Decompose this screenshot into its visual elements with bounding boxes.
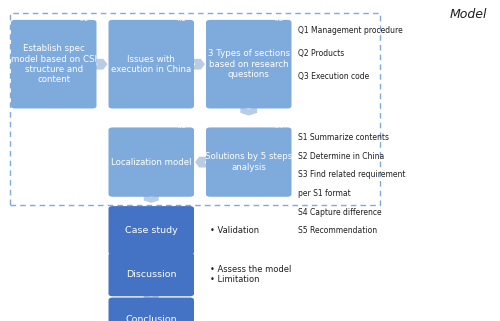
FancyBboxPatch shape	[108, 253, 194, 296]
Text: Issues with
execution in China: Issues with execution in China	[111, 55, 192, 74]
Polygon shape	[144, 294, 159, 302]
FancyBboxPatch shape	[11, 20, 96, 108]
Polygon shape	[191, 59, 205, 70]
Text: Solutions by 5 steps
analysis: Solutions by 5 steps analysis	[205, 152, 292, 172]
Polygon shape	[144, 253, 159, 261]
Text: Model: Model	[450, 8, 488, 21]
Polygon shape	[144, 195, 159, 203]
FancyBboxPatch shape	[206, 20, 292, 108]
Text: Localization model: Localization model	[111, 158, 192, 167]
Text: S3 Find related requirement: S3 Find related requirement	[298, 170, 405, 179]
FancyBboxPatch shape	[108, 206, 194, 255]
Text: 4.1: 4.1	[78, 15, 89, 22]
FancyBboxPatch shape	[206, 127, 292, 197]
Text: • Assess the model
• Limitation: • Assess the model • Limitation	[210, 265, 292, 284]
Text: Q1 Management procedure: Q1 Management procedure	[298, 26, 402, 35]
Text: S5 Recommendation: S5 Recommendation	[298, 226, 376, 235]
FancyBboxPatch shape	[108, 127, 194, 197]
FancyBboxPatch shape	[108, 298, 194, 321]
Text: per S1 format: per S1 format	[298, 189, 350, 198]
Text: Discussion: Discussion	[126, 270, 176, 279]
FancyBboxPatch shape	[108, 20, 194, 108]
Text: • Validation: • Validation	[210, 226, 259, 235]
Text: Q2 Products: Q2 Products	[298, 49, 344, 58]
Text: Q3 Execution code: Q3 Execution code	[298, 72, 369, 81]
Text: 4.2: 4.2	[176, 15, 186, 22]
Polygon shape	[94, 59, 108, 70]
Polygon shape	[195, 157, 209, 168]
Text: 4.3: 4.3	[273, 15, 284, 22]
Text: S2 Determine in China: S2 Determine in China	[298, 152, 384, 161]
Text: Establish spec
model based on CSI
structure and
content: Establish spec model based on CSI struct…	[11, 44, 97, 84]
Text: Conclusion: Conclusion	[126, 315, 177, 321]
Text: S1 Summarize contents: S1 Summarize contents	[298, 133, 388, 142]
Text: Case study: Case study	[125, 226, 178, 235]
Text: 3 Types of sections
based on research
questions: 3 Types of sections based on research qu…	[208, 49, 290, 79]
Text: S4 Capture difference: S4 Capture difference	[298, 208, 381, 217]
Text: 4.5: 4.5	[176, 123, 186, 129]
Text: 4.4: 4.4	[273, 123, 284, 129]
Polygon shape	[240, 107, 257, 116]
